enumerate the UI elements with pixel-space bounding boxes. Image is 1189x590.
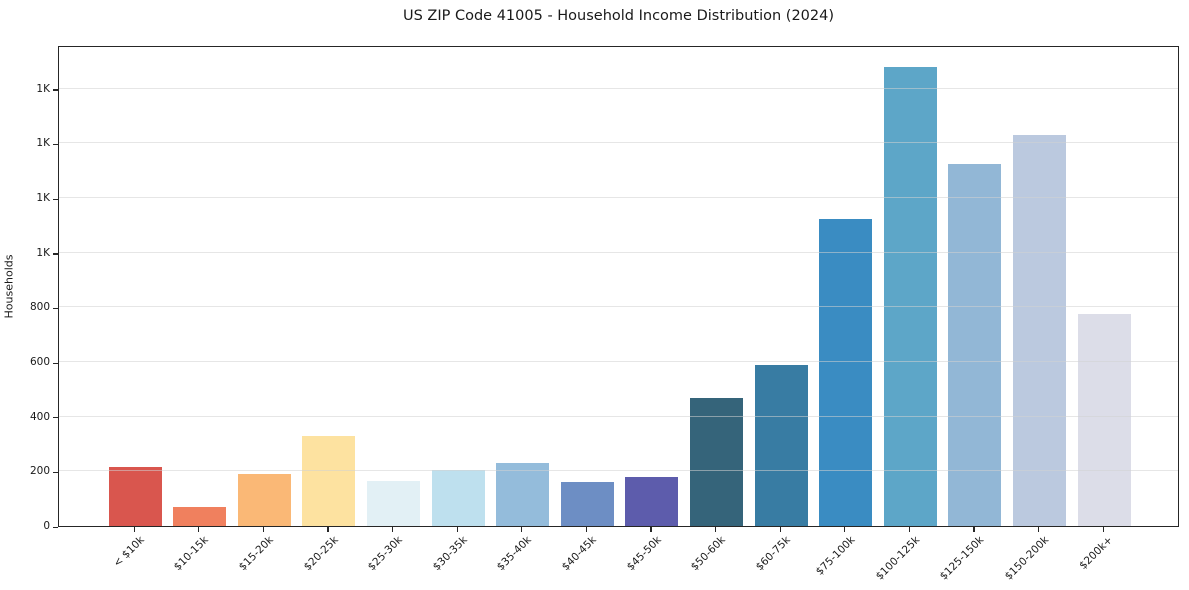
x-tick-mark — [650, 527, 652, 532]
chart-title: US ZIP Code 41005 - Household Income Dis… — [402, 8, 835, 24]
x-tick-mark — [1102, 527, 1104, 532]
y-tick-mark — [53, 307, 58, 310]
y-tick-label: 1K — [36, 82, 50, 95]
bar-$15-20k — [237, 474, 291, 526]
y-tick-label: 1K — [36, 192, 50, 205]
x-tick-label: $35-40k — [494, 534, 535, 574]
y-tick-label: 400 — [29, 410, 50, 423]
y-tick-label: 800 — [29, 301, 50, 314]
bar-$50-60k — [689, 397, 743, 526]
x-tick-mark — [844, 527, 846, 532]
x-tick-label: $150-200k — [1002, 534, 1051, 583]
bar-$200k+ — [1077, 314, 1131, 526]
bar-$10-15k — [173, 506, 227, 526]
y-tick-label: 1K — [36, 246, 50, 259]
x-tick-label: $50-60k — [688, 534, 728, 574]
x-tick-mark — [133, 527, 135, 532]
x-tick-label: $200k+ — [1077, 534, 1116, 572]
x-tick-mark — [456, 527, 458, 532]
x-tick-mark — [262, 527, 264, 532]
gridline — [59, 470, 1178, 472]
y-tick-label: 600 — [29, 356, 50, 369]
plot-area — [58, 46, 1179, 527]
gridline — [59, 251, 1178, 253]
bar-< $10k — [108, 467, 162, 526]
gridline — [59, 87, 1178, 89]
bar-$75-100k — [819, 218, 873, 526]
y-tick-mark — [53, 417, 58, 419]
x-tick-label: $60-75k — [753, 534, 793, 574]
y-tick-mark — [53, 89, 58, 91]
x-tick-mark — [779, 527, 781, 532]
y-tick-label: 1K — [36, 137, 50, 150]
bar-$60-75k — [754, 364, 808, 526]
y-tick-label: 0 — [43, 520, 50, 532]
y-tick-mark — [53, 362, 58, 364]
x-tick-mark — [908, 527, 910, 532]
bar-$45-50k — [625, 476, 679, 526]
y-tick-mark — [53, 198, 58, 200]
x-tick-label: $15-20k — [236, 534, 276, 574]
bar-$100-125k — [883, 66, 937, 526]
gridline — [59, 142, 1178, 144]
gridline — [59, 361, 1178, 362]
x-tick-mark — [1037, 527, 1040, 532]
bar-$20-25k — [302, 435, 356, 526]
x-tick-mark — [391, 527, 394, 532]
x-tick-mark — [973, 527, 975, 532]
x-tick-label: $30-35k — [430, 534, 470, 574]
y-tick-mark — [53, 526, 58, 528]
x-tick-label: $10-15k — [171, 534, 212, 574]
bar-$150-200k — [1012, 135, 1066, 526]
x-tick-mark — [714, 527, 717, 532]
gridline — [59, 415, 1178, 417]
x-tick-label: $25-30k — [365, 534, 405, 574]
x-tick-label: < $10k — [110, 534, 147, 570]
gridline — [59, 197, 1178, 198]
bar-$30-35k — [431, 470, 485, 526]
y-axis-label: Households — [2, 254, 16, 319]
x-tick-label: $100-125k — [873, 534, 922, 583]
y-tick-mark — [53, 471, 58, 474]
x-tick-mark — [585, 527, 587, 532]
x-tick-mark — [327, 527, 329, 532]
bar-$35-40k — [496, 463, 550, 526]
bar-$125-150k — [948, 163, 1002, 526]
x-tick-mark — [198, 527, 200, 532]
x-tick-label: $40-45k — [559, 534, 599, 574]
x-tick-label: $125-150k — [937, 534, 987, 583]
bar-$25-30k — [366, 480, 420, 526]
y-tick-label: 200 — [29, 465, 50, 478]
y-tick-mark — [53, 143, 58, 146]
y-tick-mark — [53, 253, 58, 255]
bar-$40-45k — [560, 482, 614, 526]
gridline — [59, 306, 1178, 308]
x-tick-mark — [521, 527, 523, 532]
x-tick-label: $45-50k — [624, 534, 664, 574]
x-tick-label: $75-100k — [813, 534, 858, 578]
x-tick-label: $20-25k — [301, 534, 341, 574]
